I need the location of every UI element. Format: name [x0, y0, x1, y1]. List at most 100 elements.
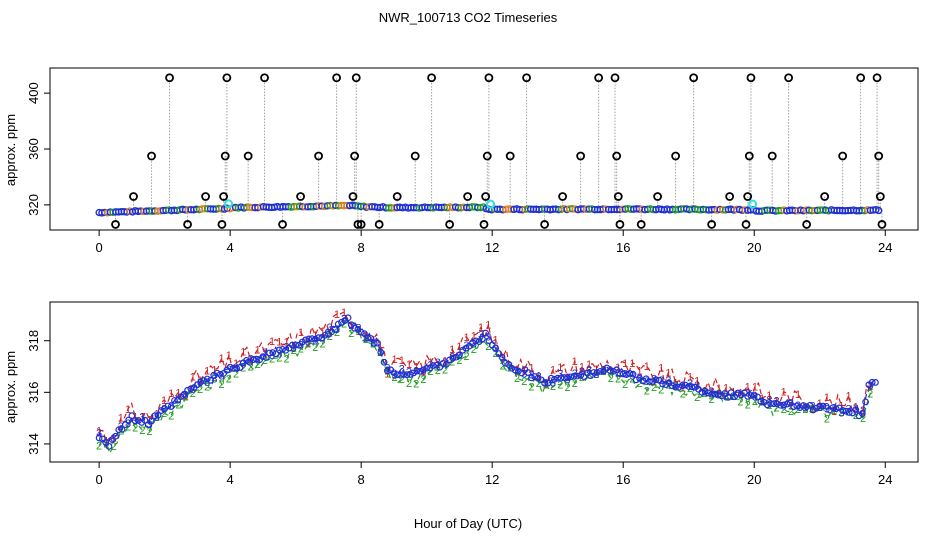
spike-point: [671, 151, 681, 161]
series-3-marker: 3: [211, 373, 217, 385]
series-1-marker: 1: [341, 307, 347, 319]
series-2-marker: 2: [305, 339, 311, 351]
series-1-marker: 1: [211, 365, 217, 377]
series-2-marker: 2: [183, 392, 189, 404]
trend-point: [416, 367, 424, 375]
trend-point: [682, 381, 689, 389]
series-2-marker: 2: [456, 355, 462, 367]
trend-point: [773, 400, 781, 408]
trend-point: [125, 416, 133, 424]
spike-point: [243, 151, 253, 161]
series-3-marker: 3: [355, 322, 361, 334]
trend-point: [321, 331, 329, 339]
trend-point: [95, 434, 103, 442]
trend-point: [236, 364, 244, 371]
series-2-marker: 2: [809, 403, 815, 415]
trend-point: [803, 403, 811, 411]
series-1-marker: 1: [550, 364, 556, 376]
spike-point: [183, 220, 192, 229]
trend-point: [478, 335, 486, 343]
trend-point: [367, 335, 375, 342]
trend-point: [469, 339, 476, 347]
series-1-marker: 1: [665, 367, 671, 379]
top-x-tick-label: 20: [747, 240, 761, 255]
series-2-marker: 2: [384, 366, 390, 378]
trend-point: [662, 381, 670, 389]
trend-point: [744, 392, 752, 400]
spike-point: [707, 220, 717, 229]
spike-point: [314, 151, 323, 161]
series-1-marker: 1: [485, 320, 491, 332]
spike-point: [875, 192, 885, 201]
series-3-marker: 3: [759, 396, 765, 408]
trend-point: [790, 403, 797, 411]
series-3-marker: 3: [622, 369, 628, 381]
series-1-marker: 1: [103, 436, 109, 448]
series-1-marker: 1: [384, 368, 390, 380]
series-2-marker: 2: [651, 382, 657, 394]
spike-point: [392, 192, 402, 201]
trend-point: [763, 401, 771, 409]
trend-point: [714, 391, 722, 399]
series-2-marker: 2: [550, 381, 556, 393]
spike-point: [410, 151, 420, 161]
series-2-marker: 2: [334, 327, 340, 339]
calibration-point: [748, 199, 758, 209]
spike-point: [784, 73, 794, 83]
trend-point: [485, 337, 493, 345]
spike-point: [636, 220, 646, 229]
series-1-marker: 1: [860, 406, 866, 418]
bottom-frame: [49, 301, 919, 463]
trend-point: [164, 402, 172, 410]
series-2-marker: 2: [485, 341, 491, 353]
spike-point: [351, 73, 361, 83]
spike-point: [427, 73, 436, 83]
trend-point: [383, 367, 391, 375]
trend-point: [816, 402, 824, 410]
trend-point: [629, 370, 637, 378]
series-3-marker: 3: [867, 380, 873, 392]
series-1-marker: 1: [809, 404, 815, 416]
trend-point: [557, 374, 565, 382]
series-1-marker: 1: [428, 357, 434, 369]
series-2-marker: 2: [319, 339, 325, 351]
series-1-marker: 1: [543, 378, 549, 390]
trend-point: [112, 432, 119, 440]
trend-point: [439, 360, 447, 367]
series-3-marker: 3: [543, 378, 549, 390]
spike-point: [802, 220, 812, 229]
bottom-x-tick-label: 4: [227, 472, 234, 487]
series-2-marker: 2: [773, 403, 779, 415]
series-1-marker: 1: [456, 341, 462, 353]
trend-point: [102, 438, 110, 446]
series-3-marker: 3: [327, 322, 333, 334]
series-3-marker: 3: [269, 350, 275, 362]
series-3-marker: 3: [363, 333, 369, 345]
spike-point: [260, 73, 269, 83]
series-3-marker: 3: [110, 433, 116, 445]
series-3-marker: 3: [147, 419, 153, 431]
series-1-marker: 1: [226, 350, 232, 362]
series-1-marker: 1: [449, 344, 455, 356]
trend-point: [767, 400, 775, 408]
trend-point: [672, 383, 680, 391]
series-2-marker: 2: [737, 397, 743, 409]
trend-point: [413, 367, 421, 375]
series-3-marker: 3: [305, 337, 311, 349]
baseline-point: [874, 206, 883, 215]
series-2-marker: 2: [622, 379, 628, 391]
spike-point: [653, 192, 662, 201]
trend-point: [724, 393, 732, 401]
spike-point: [445, 220, 455, 229]
trend-point: [721, 390, 729, 397]
series-3-marker: 3: [853, 403, 859, 415]
series-1-marker: 1: [536, 371, 542, 383]
trend-point: [829, 404, 837, 412]
series-2-marker: 2: [745, 399, 751, 411]
trend-point: [446, 356, 454, 364]
series-3-marker: 3: [557, 369, 563, 381]
trend-point: [734, 389, 742, 397]
spike-point: [576, 151, 586, 161]
trend-point: [213, 369, 221, 377]
trend-point: [646, 378, 653, 385]
